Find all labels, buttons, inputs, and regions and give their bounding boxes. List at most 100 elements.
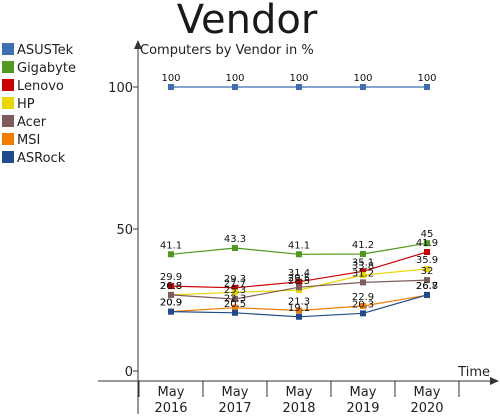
y-axis-arrow (134, 40, 142, 49)
data-point (232, 309, 238, 316)
data-label: 31.4 (288, 268, 310, 279)
data-point (360, 279, 366, 286)
data-point (424, 291, 430, 298)
data-label: 26.8 (160, 281, 182, 292)
data-point (232, 284, 238, 291)
data-label: 20.9 (160, 298, 182, 309)
x-tick-year: 2020 (410, 401, 443, 416)
series-acer: 26.8 25.3 29.5 31.2 32 (160, 266, 434, 303)
series-lenovo: 29.9 29.3 31.4 35.1 41.9 (160, 238, 438, 291)
data-label: 22.9 (352, 292, 374, 303)
data-label: 29.3 (224, 274, 246, 285)
chart-title: Vendor (177, 0, 318, 43)
x-tick-month: May (350, 385, 377, 400)
data-label: 19.1 (288, 303, 310, 314)
data-label: 20.9 (160, 298, 182, 309)
data-point (232, 296, 238, 303)
data-label: 28.5 (288, 276, 310, 287)
series-asrock: 20.9 20.5 19.1 20.3 26.8 (160, 281, 438, 320)
data-point (360, 250, 366, 257)
x-axis-label: Time (457, 365, 490, 380)
legend-label: ASRock (17, 151, 66, 166)
legend-label: ASUSTek (17, 43, 74, 58)
data-label: 41.9 (416, 238, 438, 249)
data-label: 100 (225, 73, 244, 84)
x-tick-month: May (158, 385, 185, 400)
data-label: 21.3 (288, 297, 310, 308)
series-asustek: 100 100 100 100 100 (161, 73, 437, 90)
data-point (296, 278, 302, 285)
x-tick-month: May (414, 385, 441, 400)
data-label: 31.2 (352, 268, 374, 279)
x-axis-arrow (490, 377, 499, 385)
data-point (424, 84, 430, 90)
legend-swatch (2, 151, 14, 163)
data-point (168, 283, 174, 290)
data-label: 26.8 (160, 281, 182, 292)
legend-label: Gigabyte (17, 61, 76, 76)
data-point (232, 245, 238, 252)
data-label: 25.3 (224, 285, 246, 296)
data-label: 27.7 (224, 278, 246, 289)
data-label: 100 (417, 73, 436, 84)
data-label: 26.7 (416, 281, 438, 292)
data-label: 33.8 (352, 261, 374, 272)
data-point (168, 251, 174, 258)
data-point (424, 240, 430, 247)
x-tick-year: 2019 (346, 401, 379, 416)
data-point (296, 284, 302, 291)
data-point (296, 313, 302, 320)
series-gigabyte: 41.1 43.3 41.1 41.2 45 (160, 229, 434, 258)
data-label: 29.9 (160, 272, 182, 283)
data-point (360, 302, 366, 309)
data-point (424, 249, 430, 256)
data-point (168, 291, 174, 298)
data-point (296, 251, 302, 258)
data-point (296, 84, 302, 90)
legend-swatch (2, 133, 14, 145)
data-label: 20.5 (224, 299, 246, 310)
data-label: 100 (353, 73, 372, 84)
x-tick-month: May (222, 385, 249, 400)
data-point (360, 272, 366, 279)
x-tick-year: 2018 (282, 401, 315, 416)
data-label: 41.2 (352, 240, 374, 251)
y-tick-label: 50 (116, 223, 133, 238)
data-label: 41.1 (160, 240, 182, 251)
y-tick-label: 0 (125, 365, 133, 380)
chart-subtitle: Computers by Vendor in % (140, 43, 314, 58)
legend-swatch (2, 115, 14, 127)
legend-swatch (2, 97, 14, 109)
data-point (360, 84, 366, 90)
legend-swatch (2, 61, 14, 73)
x-tick-month: May (286, 385, 313, 400)
data-point (360, 268, 366, 275)
legend-swatch (2, 43, 14, 55)
y-tick-label: 100 (108, 81, 133, 96)
legend-swatch (2, 79, 14, 91)
data-label: 29.5 (288, 273, 310, 284)
data-label: 100 (289, 73, 308, 84)
data-label: 45 (421, 229, 434, 240)
legend-label: Lenovo (17, 79, 64, 94)
data-label: 41.1 (288, 240, 310, 251)
data-label: 43.3 (224, 234, 246, 245)
legend-label: HP (17, 97, 35, 112)
data-point (168, 84, 174, 90)
data-point (424, 266, 430, 273)
data-point (424, 277, 430, 284)
data-label: 26.8 (416, 281, 438, 292)
data-label: 35.9 (416, 255, 438, 266)
data-label: 32 (421, 266, 434, 277)
data-point (232, 289, 238, 296)
legend-label: MSI (17, 133, 40, 148)
data-label: 100 (161, 73, 180, 84)
data-label: 22.3 (224, 294, 246, 305)
data-label: 20.3 (352, 299, 374, 310)
x-tick-year: 2016 (154, 401, 187, 416)
data-point (296, 307, 302, 314)
data-point (360, 310, 366, 317)
data-point (232, 304, 238, 311)
